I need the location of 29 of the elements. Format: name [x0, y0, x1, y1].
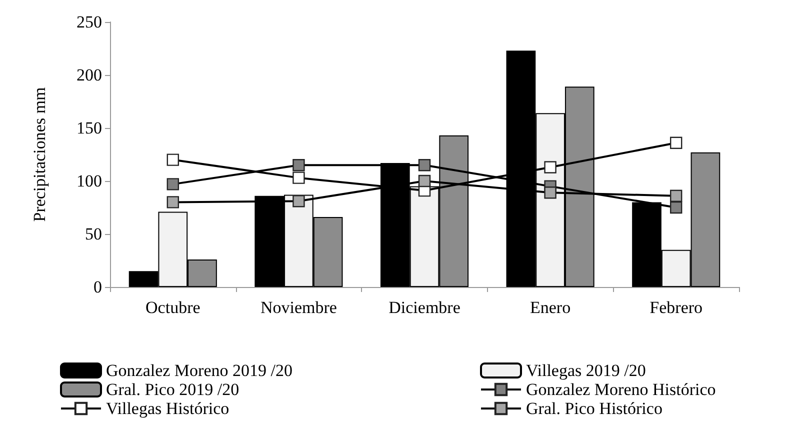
legend-label: Villegas Histórico	[106, 399, 230, 418]
legend-label: Gral. Pico 2019 /20	[106, 380, 240, 399]
legend-label: Gonzalez Moreno 2019 /20	[106, 361, 292, 380]
point	[166, 178, 179, 190]
x-tick-label: Enero	[530, 298, 571, 317]
y-tick-label: 100	[76, 172, 102, 190]
point	[292, 159, 305, 172]
point	[544, 186, 556, 199]
x-tick-label: Diciembre	[388, 298, 460, 317]
legend-label: Villegas 2019 /20	[526, 361, 646, 380]
point	[418, 174, 431, 188]
point	[166, 196, 179, 208]
y-tick-label: 200	[76, 66, 102, 84]
y-tick-label: 0	[94, 278, 102, 296]
point	[292, 172, 305, 184]
x-tick-label: Febrero	[650, 298, 703, 317]
point	[670, 201, 682, 214]
point	[292, 195, 305, 208]
x-tick-label: Octubre	[146, 298, 200, 317]
point	[544, 161, 556, 174]
y-tick-label: 50	[85, 224, 102, 244]
point	[418, 159, 431, 172]
legend-label: Gral. Pico Histórico	[526, 399, 662, 418]
y-tick-label: 250	[76, 12, 102, 32]
y-axis-title: Precipitaciones mm	[30, 87, 49, 222]
legend-label: Gonzalez Moreno Histórico	[526, 380, 716, 399]
x-tick-label: Noviembre	[260, 298, 337, 317]
point	[670, 190, 682, 202]
y-tick-label: 150	[76, 118, 102, 138]
